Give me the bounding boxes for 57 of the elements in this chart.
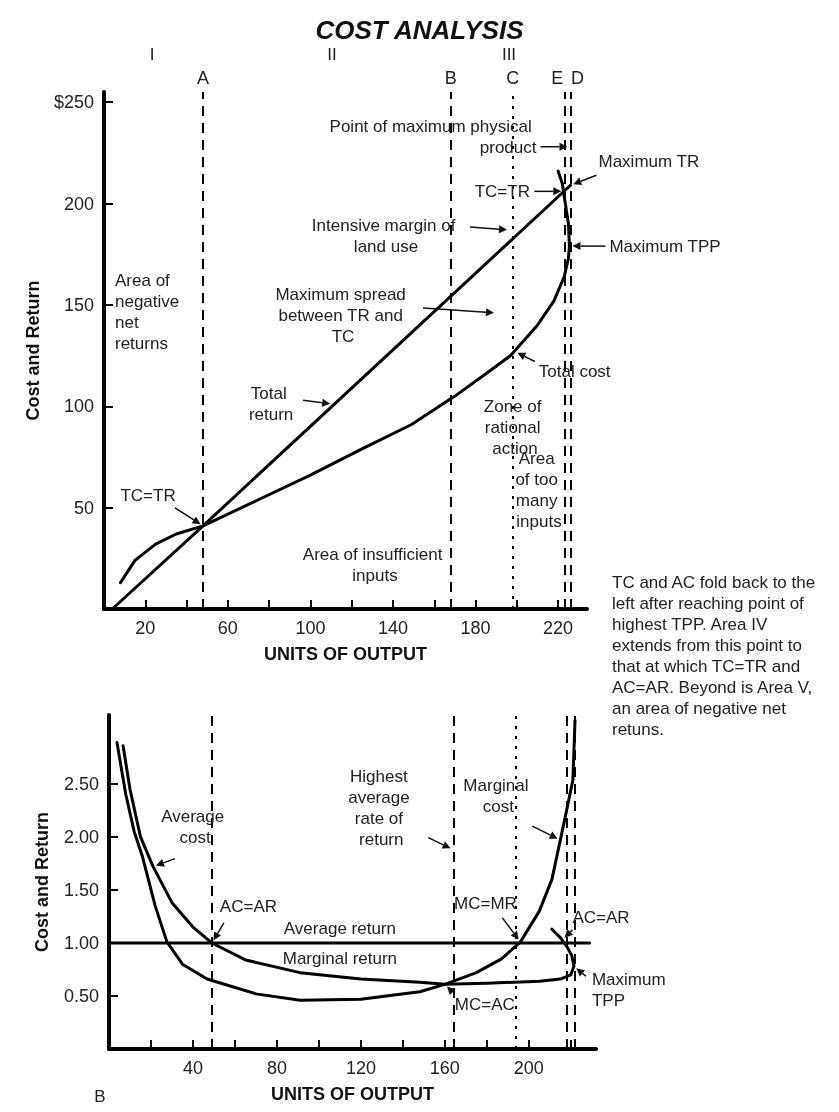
annotation: AC=AR	[219, 897, 278, 917]
ref-line-label: E	[551, 68, 564, 88]
annotation: Intensive margin of land use	[311, 216, 461, 256]
y-tick-label: 150	[63, 294, 94, 315]
y-tick-label: 2.50	[63, 773, 99, 794]
x-tick-label: 120	[345, 1058, 376, 1078]
y-tick-label: 0.50	[63, 985, 99, 1006]
x-tick-label: 220	[543, 618, 574, 638]
annotation: Average return	[283, 919, 396, 939]
annotation: Highest average rate of return	[348, 766, 415, 849]
annotation: Marginal cost	[463, 776, 534, 817]
x-tick-label: 140	[377, 618, 408, 638]
x-tick-label: 160	[429, 1058, 460, 1078]
x-tick-label: 40	[182, 1058, 203, 1078]
text: II	[327, 44, 337, 64]
y-tick-label: 50	[73, 497, 94, 518]
annotation: MC=MR	[454, 894, 517, 914]
x-tick-label: 100	[295, 618, 326, 638]
y-tick-label: 1.50	[63, 879, 99, 900]
y-tick-label: 1.00	[63, 932, 99, 953]
annotation: Maximum TPP	[591, 970, 671, 1011]
annotation: Area of insufficient inputs	[302, 545, 448, 585]
annotation: Average cost	[161, 806, 229, 847]
chart-title: COST ANALYSIS	[315, 15, 525, 45]
annotation: Maximum TPP	[609, 236, 721, 256]
annotation: Maximum spread between TR and TC	[275, 285, 411, 346]
y-tick-label: $250	[53, 92, 94, 113]
x-axis-title: UNITS OF OUTPUT	[264, 644, 427, 664]
x-tick-label: 180	[460, 618, 491, 638]
x-tick-label: 80	[266, 1058, 287, 1078]
text: I	[149, 44, 155, 64]
text: B	[94, 1086, 106, 1106]
ref-line-label: D	[570, 68, 584, 88]
annotation: Total return	[248, 384, 294, 425]
annotation: Maximum TR	[598, 151, 700, 171]
y-tick-label: 100	[63, 396, 94, 417]
x-tick-label: 60	[217, 618, 238, 638]
y-tick-label: 2.00	[63, 826, 99, 847]
ref-line-label: A	[197, 68, 210, 88]
annotation: TC=TR	[474, 181, 530, 201]
y-axis-title: Cost and Return	[32, 811, 52, 953]
annotation: Total cost	[538, 362, 611, 382]
annotation: Point of maximum physical product	[329, 116, 537, 157]
annotation: Marginal return	[282, 949, 398, 969]
annotation: AC=AR	[572, 908, 630, 928]
annotation: Area of negative net returns	[115, 271, 184, 353]
y-tick-label: 200	[63, 193, 94, 214]
x-axis-title: UNITS OF OUTPUT	[271, 1084, 434, 1104]
annotation: MC=AC	[454, 994, 515, 1014]
ref-line-label: C	[506, 68, 520, 88]
x-tick-label: 20	[135, 618, 156, 638]
text: TC and AC fold back to the left after reaching point of highest TPP. Area IV extends from this point to that at which TC=TR and AC=AR. Beyond is Area V, an area of negative net retuns.	[612, 573, 820, 739]
y-axis-title: Cost and Return	[23, 280, 43, 421]
annotation: TC=TR	[120, 486, 176, 506]
x-tick-label: 200	[513, 1058, 544, 1078]
text: III	[501, 44, 517, 64]
ref-line-label: B	[444, 68, 457, 88]
